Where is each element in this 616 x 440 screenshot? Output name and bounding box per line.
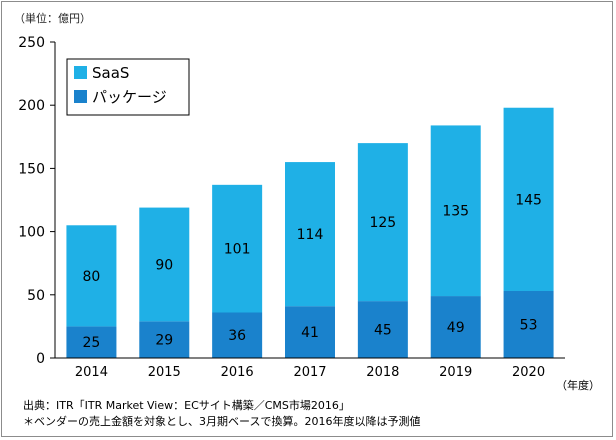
bar-group-2015: 29 90: [139, 207, 190, 358]
bar-segment-saas: [503, 107, 554, 292]
bar-group-2019: 49 135: [430, 125, 481, 358]
y-tick-label: 250: [18, 35, 45, 51]
y-tick-label: 0: [36, 351, 45, 367]
data-label: 49: [447, 320, 465, 336]
data-label: 125: [369, 215, 396, 231]
y-axis: 0 50 100 150 200 250: [18, 35, 56, 367]
x-tick-label: 2015: [148, 365, 181, 380]
bar-segment-saas: [285, 162, 335, 307]
x-tick-label: 2018: [366, 365, 399, 380]
y-tick-label: 150: [18, 161, 45, 177]
bar-group-2020: 53 145: [503, 107, 554, 358]
legend-label: SaaS: [92, 64, 129, 82]
y-tick-label: 50: [27, 288, 45, 304]
bar-group-2018: 45 125: [357, 143, 408, 358]
data-label: 145: [515, 192, 542, 208]
bar-segment-saas: [430, 125, 481, 297]
x-unit-label: （年度）: [556, 378, 600, 392]
x-axis: 2014 2015 2016 2017 2018 2019 2020: [55, 357, 565, 380]
data-label: 41: [301, 325, 319, 341]
data-label: 80: [83, 269, 101, 285]
data-label: 135: [442, 204, 469, 220]
legend-box: [66, 58, 190, 116]
bar-segment-package: [357, 301, 408, 358]
x-tick-label: 2019: [439, 365, 472, 380]
legend-label: パッケージ: [92, 88, 167, 106]
footnote: ＊ベンダーの売上金額を対象とし、3月期ベースで換算。2016年度以降は予測値: [23, 414, 420, 428]
data-label: 29: [155, 333, 173, 349]
bar-group-2017: 41 114: [285, 162, 335, 358]
legend: SaaS パッケージ: [66, 58, 190, 116]
legend-swatch: [74, 90, 87, 103]
bar-segment-saas: [212, 184, 263, 313]
data-label: 45: [374, 323, 392, 339]
bar-segment-saas: [357, 143, 408, 302]
bar-segment-saas: [139, 207, 190, 322]
data-label: 25: [83, 335, 101, 351]
data-label: 101: [224, 242, 251, 258]
x-tick-label: 2017: [293, 365, 326, 380]
x-tick-label: 2014: [75, 365, 108, 380]
bar-segment-package: [503, 291, 554, 358]
x-tick-label: 2016: [221, 365, 254, 380]
data-label: 53: [520, 318, 538, 334]
y-unit-label: （単位：億円）: [14, 11, 91, 25]
bar-segment-package: [66, 326, 117, 358]
y-tick-label: 200: [18, 98, 45, 114]
bar-segment-package: [139, 321, 190, 358]
data-label: 114: [297, 227, 324, 243]
bar-segment-package: [212, 312, 263, 358]
bar-segment-package: [430, 296, 481, 358]
legend-swatch: [74, 66, 87, 79]
x-tick-label: 2020: [512, 365, 545, 380]
y-tick-label: 100: [18, 225, 45, 241]
bar-segment-saas: [66, 225, 117, 327]
source-note: 出典：ITR「ITR Market View：ECサイト構築／CMS市場2016…: [23, 398, 350, 412]
bars: 25 80 29 90 36 101 41 114 45 125 49 135 53 145: [66, 107, 554, 358]
data-label: 36: [228, 328, 246, 344]
bar-segment-package: [285, 306, 335, 358]
bar-group-2014: 25 80: [66, 225, 117, 358]
data-label: 90: [155, 257, 173, 273]
bar-group-2016: 36 101: [212, 184, 263, 358]
